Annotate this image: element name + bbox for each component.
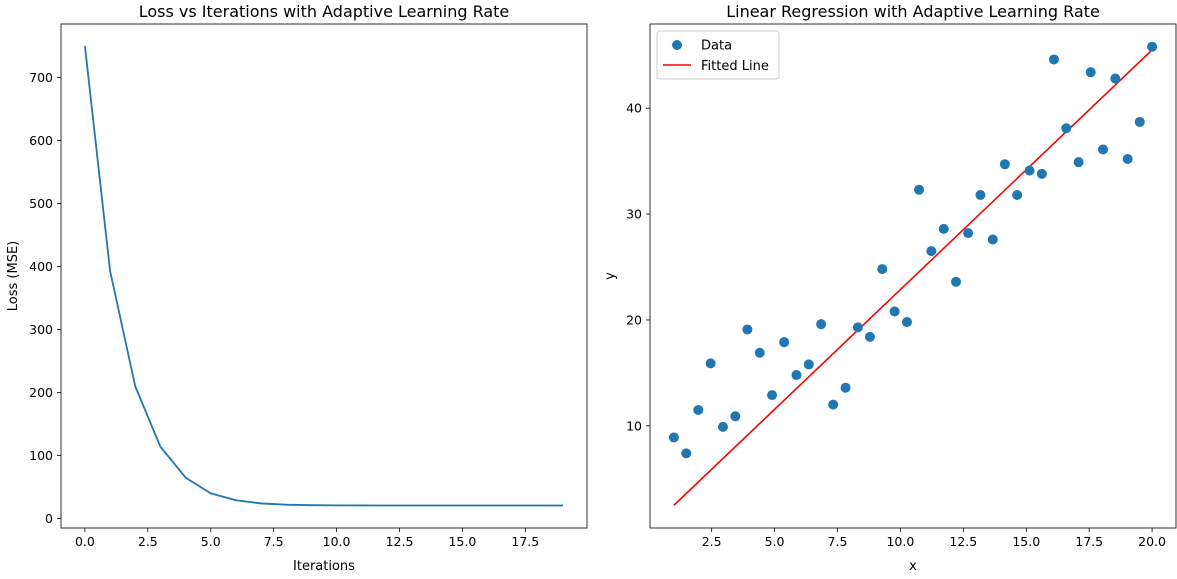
loss-x-tick-label: 2.5 <box>138 534 158 549</box>
data-point <box>730 411 741 422</box>
data-point <box>1098 144 1109 155</box>
data-point <box>681 448 692 459</box>
data-point <box>951 276 962 287</box>
regression-chart-title: Linear Regression with Adaptive Learning… <box>726 2 1100 21</box>
loss-x-tick-label: 5.0 <box>201 534 221 549</box>
data-point <box>828 399 839 410</box>
regression-x-tick-label: 2.5 <box>702 534 722 549</box>
loss-y-tick-label: 300 <box>29 322 53 337</box>
data-point <box>1134 116 1145 127</box>
loss-x-ticks: 0.0 2.5 5.0 7.5 10.0 12.5 15.0 17.5 <box>75 528 539 549</box>
loss-x-tick-label: 12.5 <box>386 534 414 549</box>
regression-x-tick-label: 15.0 <box>1012 534 1040 549</box>
loss-chart: Loss vs Iterations with Adaptive Learnin… <box>6 2 588 574</box>
data-point <box>1073 157 1084 168</box>
data-point <box>889 306 900 317</box>
data-point <box>1061 123 1072 134</box>
loss-x-tick-label: 17.5 <box>511 534 539 549</box>
loss-series <box>84 45 564 507</box>
data-point <box>1036 168 1047 179</box>
regression-x-tick-label: 10.0 <box>886 534 914 549</box>
data-point <box>840 382 851 393</box>
data-point <box>803 359 814 370</box>
data-point <box>864 331 875 342</box>
data-point <box>1110 73 1121 84</box>
legend-data-label: Data <box>701 39 732 54</box>
regression-x-tick-label: 5.0 <box>765 534 785 549</box>
regression-x-ticks: 2.5 5.0 7.5 10.0 12.5 15.0 17.5 20.0 <box>702 528 1166 549</box>
data-point <box>779 337 790 348</box>
loss-line <box>84 45 564 507</box>
legend-fit-label: Fitted Line <box>701 59 769 74</box>
data-point <box>987 234 998 245</box>
data-point <box>877 264 888 275</box>
loss-y-ticks: 0 100 200 300 400 500 600 700 <box>29 70 61 526</box>
regression-fit-series <box>673 49 1153 506</box>
data-point <box>999 159 1010 170</box>
loss-chart-title: Loss vs Iterations with Adaptive Learnin… <box>139 2 510 21</box>
data-point <box>791 370 802 380</box>
loss-y-tick-label: 0 <box>45 511 53 526</box>
data-point <box>1024 165 1035 176</box>
loss-x-tick-label: 7.5 <box>264 534 284 549</box>
data-point <box>668 432 679 443</box>
loss-y-tick-label: 700 <box>29 70 53 85</box>
data-point <box>1085 67 1096 78</box>
data-point <box>926 246 937 257</box>
loss-x-label: Iterations <box>293 559 355 574</box>
legend-box <box>656 30 780 80</box>
loss-plot-frame <box>60 23 588 529</box>
regression-chart: Linear Regression with Adaptive Learning… <box>603 2 1177 574</box>
data-point <box>767 390 778 401</box>
data-point <box>816 319 827 330</box>
regression-y-tick-label: 10 <box>626 418 642 433</box>
regression-y-tick-label: 30 <box>626 207 642 222</box>
regression-y-label: y <box>603 272 618 280</box>
data-point <box>693 404 704 415</box>
loss-y-label: Loss (MSE) <box>6 241 21 311</box>
data-point <box>1012 190 1023 200</box>
data-point <box>975 190 986 200</box>
loss-y-tick-label: 100 <box>29 448 53 463</box>
data-point <box>1122 154 1133 164</box>
regression-x-tick-label: 17.5 <box>1075 534 1103 549</box>
legend-data-marker <box>672 40 682 50</box>
regression-y-tick-label: 40 <box>626 101 642 116</box>
loss-x-tick-label: 15.0 <box>448 534 476 549</box>
regression-x-tick-label: 20.0 <box>1138 534 1166 549</box>
loss-y-tick-label: 600 <box>29 133 53 148</box>
regression-x-tick-label: 7.5 <box>828 534 848 549</box>
loss-y-tick-label: 500 <box>29 196 53 211</box>
fitted-line <box>673 49 1153 506</box>
regression-x-tick-label: 12.5 <box>949 534 977 549</box>
loss-x-tick-label: 0.0 <box>75 534 95 549</box>
data-point <box>705 358 716 369</box>
regression-plot-frame <box>649 23 1177 529</box>
data-point <box>914 184 925 195</box>
loss-y-tick-label: 200 <box>29 385 53 400</box>
loss-x-tick-label: 10.0 <box>323 534 351 549</box>
legend: Data Fitted Line <box>656 30 780 80</box>
regression-y-tick-label: 20 <box>626 312 642 327</box>
data-point <box>963 228 974 239</box>
data-point <box>1048 54 1059 65</box>
data-point <box>852 322 863 333</box>
data-point <box>717 421 728 432</box>
regression-x-label: x <box>909 559 917 574</box>
regression-data-points <box>668 41 1158 459</box>
data-point <box>901 317 912 328</box>
data-point <box>742 324 753 335</box>
regression-y-ticks: 10 20 30 40 <box>626 101 650 433</box>
data-point <box>938 223 949 234</box>
data-point <box>754 347 765 358</box>
data-point <box>1147 41 1158 52</box>
loss-y-tick-label: 400 <box>29 259 53 274</box>
